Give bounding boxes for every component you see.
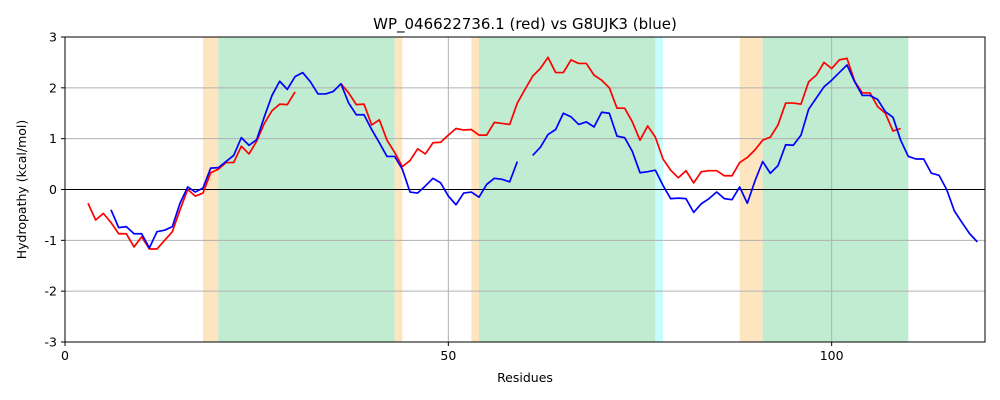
blue-series-line-1 — [532, 64, 978, 243]
x-axis-ticks: 0 50 100 — [61, 342, 844, 363]
y-tick-label: -1 — [45, 233, 57, 248]
chart-title: WP_046622736.1 (red) vs G8UJK3 (blue) — [373, 15, 677, 34]
x-tick-label: 50 — [440, 348, 456, 363]
y-tick-label: -2 — [45, 284, 57, 299]
y-tick-label: 0 — [49, 182, 57, 197]
x-tick-label: 100 — [820, 348, 844, 363]
blue-series-line-0 — [110, 71, 519, 249]
y-axis-label: Hydropathy (kcal/mol) — [14, 120, 29, 260]
y-tick-label: 1 — [49, 131, 57, 146]
series-lines — [87, 56, 978, 250]
red-series-line-1 — [340, 56, 901, 184]
y-tick-label: 2 — [49, 80, 57, 95]
red-series-line-0 — [87, 91, 296, 250]
x-axis-label: Residues — [497, 370, 553, 385]
x-tick-label: 0 — [61, 348, 69, 363]
y-axis-ticks: -3 -2 -1 0 1 2 3 — [45, 30, 65, 350]
y-tick-label: 3 — [49, 30, 57, 45]
y-tick-label: -3 — [45, 335, 57, 350]
